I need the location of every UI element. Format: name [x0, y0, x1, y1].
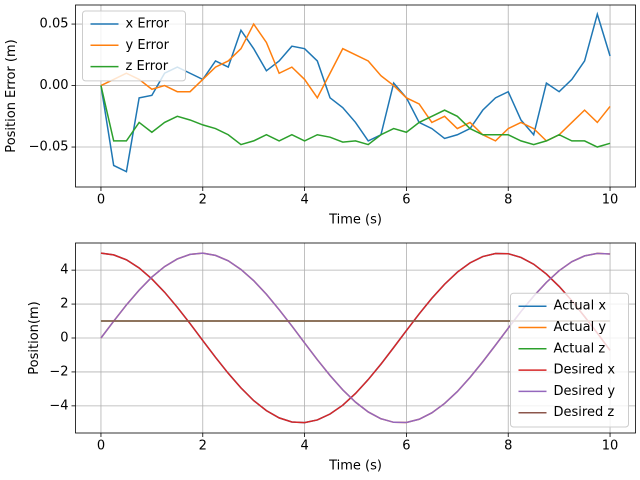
y-tick-label: 0.00 [40, 78, 69, 93]
y-tick-label: 4 [60, 263, 68, 278]
y-axis-label: Position(m) [27, 301, 42, 374]
data-line [100, 22, 611, 142]
legend-label: Desired y [554, 384, 616, 399]
x-tick-label: 6 [402, 439, 410, 454]
legend-box [82, 10, 186, 82]
legend-label: Actual y [554, 320, 607, 335]
legend-box [510, 292, 629, 428]
legend-label: Desired z [554, 405, 615, 420]
x-tick-label: 2 [199, 439, 207, 454]
y-axis-label: Position Error (m) [4, 39, 19, 152]
y-tick-label: 0 [60, 331, 68, 346]
x-tick-label: 2 [199, 193, 207, 208]
data-line [100, 85, 611, 148]
x-tick-label: 0 [97, 439, 105, 454]
x-tick-label: 6 [402, 193, 410, 208]
y-tick-label: 0.05 [40, 17, 69, 32]
legend-label: Actual x [554, 299, 607, 314]
legend-label: z Error [126, 59, 169, 74]
legend-label: y Error [126, 38, 170, 53]
x-axis-label: Time (s) [328, 213, 382, 228]
axes-frame [75, 4, 636, 188]
y-tick-label: 2 [60, 297, 68, 312]
legend-label: Actual z [554, 341, 606, 356]
legend-label: x Error [126, 17, 170, 32]
x-tick-label: 10 [602, 193, 619, 208]
x-tick-label: 0 [97, 193, 105, 208]
data-line [100, 252, 611, 424]
y-tick-label: −0.05 [29, 140, 69, 155]
legend-label: Desired x [554, 363, 616, 378]
x-axis-label: Time (s) [328, 459, 382, 474]
x-tick-label: 8 [504, 439, 512, 454]
x-tick-label: 4 [300, 193, 308, 208]
y-tick-label: −2 [49, 364, 68, 379]
x-tick-label: 8 [504, 193, 512, 208]
y-tick-label: −4 [49, 398, 68, 413]
x-tick-label: 10 [602, 439, 619, 454]
axes-frame [75, 242, 636, 434]
x-tick-label: 4 [300, 439, 308, 454]
